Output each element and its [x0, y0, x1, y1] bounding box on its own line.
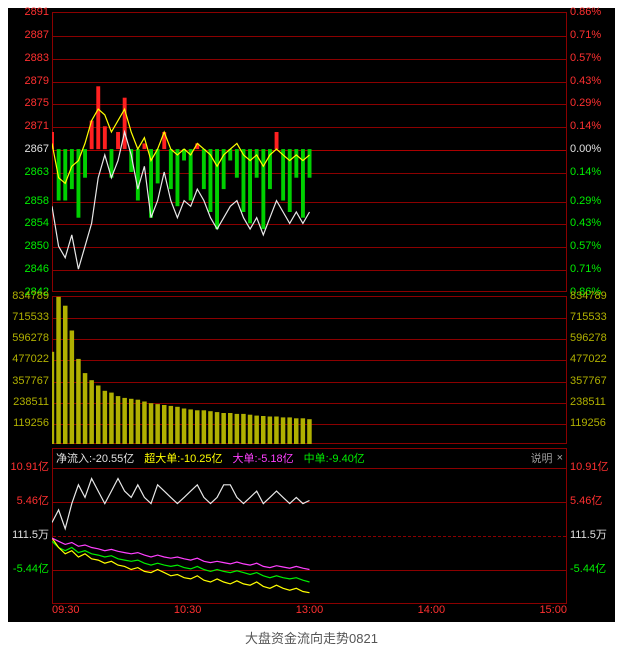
volume-series-svg	[52, 296, 567, 444]
stock-chart-container: 28910.86%28870.71%28830.57%28790.43%2875…	[8, 8, 615, 622]
price-series-svg	[52, 12, 567, 292]
time-axis: 09:3010:3013:0014:0015:00	[52, 602, 567, 622]
volume-panel: 8347898347897155337155335962785962784770…	[52, 296, 567, 444]
chart-caption: 大盘资金流向走势0821	[8, 622, 615, 647]
flow-panel: 净流入:-20.55亿 超大单:-10.25亿 大单:-5.18亿 中单:-9.…	[52, 448, 567, 604]
flow-series-svg	[52, 448, 567, 604]
price-panel: 28910.86%28870.71%28830.57%28790.43%2875…	[52, 12, 567, 292]
